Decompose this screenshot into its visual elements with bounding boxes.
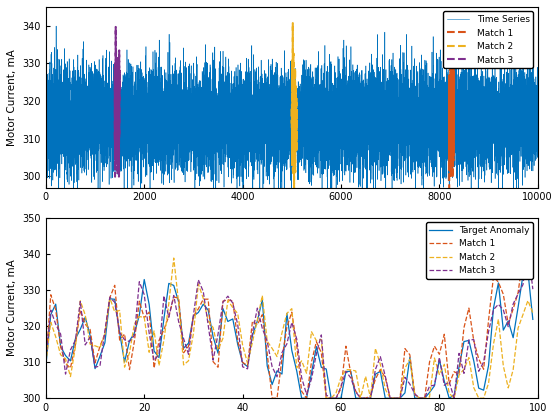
Match 3	[338, 384, 344, 389]
Match 1	[510, 307, 516, 312]
Match 2	[529, 310, 536, 315]
Match 3	[116, 85, 123, 90]
Match 3	[116, 79, 123, 84]
Time Series	[139, 91, 146, 96]
Match 2	[291, 144, 298, 149]
Match 1	[446, 189, 452, 194]
Time Series	[508, 109, 515, 114]
Match 2	[290, 89, 296, 94]
Line: Match 2: Match 2	[292, 23, 297, 189]
Match 3	[529, 286, 536, 291]
Match 2	[298, 358, 305, 363]
Match 1	[269, 396, 276, 401]
Match 3	[136, 279, 143, 284]
Line: Match 3: Match 3	[46, 247, 533, 398]
Time Series	[534, 126, 541, 131]
Legend: Target Anomaly, Match 1, Match 2, Match 3: Target Anomaly, Match 1, Match 2, Match …	[426, 222, 533, 279]
Match 3	[116, 135, 123, 140]
Match 2	[291, 119, 298, 124]
Match 3	[113, 133, 119, 138]
Line: Match 1: Match 1	[449, 56, 454, 192]
Target Anomaly	[298, 396, 305, 401]
Target Anomaly	[156, 355, 162, 360]
Target Anomaly	[510, 335, 516, 340]
Match 1	[451, 76, 458, 81]
Match 3	[114, 162, 121, 167]
Match 2	[323, 396, 330, 401]
Match 2	[156, 363, 162, 368]
Line: Time Series: Time Series	[46, 23, 538, 211]
Y-axis label: Motor Current, mA: Motor Current, mA	[7, 49, 17, 146]
Match 2	[293, 107, 300, 112]
Time Series	[283, 84, 290, 89]
Match 3	[113, 118, 119, 123]
Match 2	[290, 21, 296, 26]
Match 3	[114, 89, 121, 94]
Match 2	[291, 186, 297, 192]
Line: Target Anomaly: Target Anomaly	[46, 271, 533, 398]
Line: Match 1: Match 1	[46, 249, 533, 398]
Match 1	[156, 338, 162, 343]
Match 1	[338, 386, 344, 391]
Match 2	[515, 326, 521, 331]
Target Anomaly	[136, 313, 143, 318]
Match 1	[43, 360, 49, 365]
Target Anomaly	[43, 364, 49, 369]
Match 2	[136, 314, 143, 319]
Match 3	[111, 137, 118, 142]
Line: Match 3: Match 3	[115, 27, 120, 177]
Y-axis label: Motor Current, mA: Motor Current, mA	[7, 260, 17, 356]
Target Anomaly	[525, 269, 531, 274]
Time Series	[43, 108, 49, 113]
Match 3	[156, 352, 162, 357]
Match 2	[288, 125, 295, 130]
Match 1	[495, 280, 502, 285]
Target Anomaly	[338, 396, 344, 401]
Match 3	[525, 245, 531, 250]
Match 3	[113, 24, 119, 29]
Match 3	[510, 302, 516, 307]
Match 2	[500, 363, 507, 368]
Match 3	[328, 396, 334, 401]
Match 1	[449, 127, 455, 132]
Time Series	[55, 208, 62, 213]
Match 2	[290, 74, 296, 79]
Match 2	[343, 367, 349, 372]
Time Series	[45, 152, 52, 157]
Match 2	[293, 95, 300, 100]
Match 1	[447, 130, 454, 135]
Match 3	[495, 302, 502, 307]
Target Anomaly	[293, 368, 300, 373]
Match 1	[529, 246, 536, 251]
Time Series	[63, 153, 69, 158]
Match 3	[293, 336, 300, 341]
Line: Match 2: Match 2	[46, 258, 533, 398]
Match 1	[298, 389, 305, 394]
Match 1	[450, 102, 457, 107]
Match 1	[449, 153, 455, 158]
Time Series	[72, 131, 79, 136]
Match 2	[43, 360, 49, 365]
Match 1	[136, 299, 143, 304]
Match 1	[450, 119, 457, 124]
Match 2	[293, 101, 300, 106]
Match 2	[170, 255, 177, 260]
Match 1	[447, 121, 454, 126]
Match 3	[111, 174, 118, 179]
Target Anomaly	[529, 317, 536, 322]
Match 3	[43, 356, 49, 361]
Target Anomaly	[495, 281, 502, 286]
Match 1	[448, 54, 455, 59]
Legend: Time Series, Match 1, Match 2, Match 3: Time Series, Match 1, Match 2, Match 3	[443, 11, 533, 68]
Time Series	[290, 21, 296, 26]
